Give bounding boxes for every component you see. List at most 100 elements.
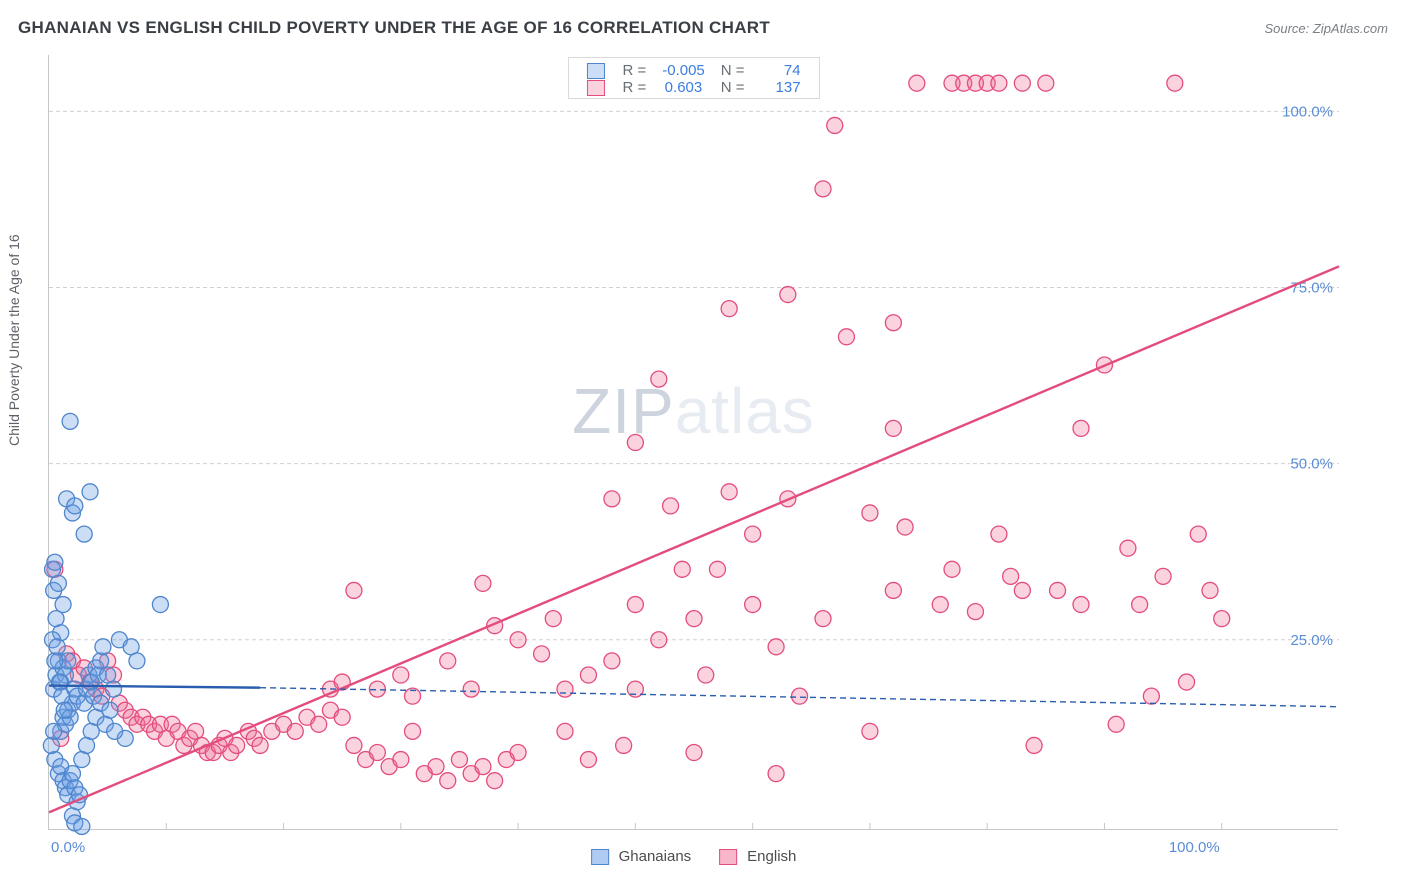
data-point — [862, 723, 878, 739]
data-point — [229, 737, 245, 753]
data-point — [991, 526, 1007, 542]
data-point — [510, 745, 526, 761]
data-point — [1214, 611, 1230, 627]
data-point — [82, 484, 98, 500]
data-point — [129, 653, 145, 669]
data-point — [534, 646, 550, 662]
data-point — [792, 688, 808, 704]
data-point — [663, 498, 679, 514]
data-point — [768, 766, 784, 782]
legend-item-english: English — [719, 848, 796, 865]
data-point — [334, 709, 350, 725]
data-point — [440, 653, 456, 669]
legend-row-english: R = 0.603 N = 137 — [578, 79, 808, 96]
data-point — [475, 575, 491, 591]
data-point — [557, 681, 573, 697]
plot-area: ZIPatlas R = -0.005 N = 74 R = 0.603 N =… — [48, 55, 1338, 830]
data-point — [604, 653, 620, 669]
data-point — [944, 561, 960, 577]
data-point — [885, 582, 901, 598]
n-value-ghanaians: 74 — [761, 62, 801, 79]
swatch-ghanaians — [586, 63, 604, 79]
data-point — [49, 639, 65, 655]
data-point — [827, 117, 843, 133]
x-tick-label: 0.0% — [51, 839, 85, 856]
data-point — [50, 575, 66, 591]
data-point — [1179, 674, 1195, 690]
data-point — [745, 526, 761, 542]
data-point — [909, 75, 925, 91]
data-point — [627, 435, 643, 451]
data-point — [580, 667, 596, 683]
data-point — [55, 597, 71, 613]
swatch-english — [586, 80, 604, 96]
data-point — [627, 597, 643, 613]
data-point — [440, 773, 456, 789]
n-value-english: 137 — [761, 79, 801, 96]
data-point — [46, 723, 62, 739]
data-point — [346, 582, 362, 598]
data-point — [287, 723, 303, 739]
data-point — [545, 611, 561, 627]
data-point — [651, 371, 667, 387]
data-point — [107, 723, 123, 739]
data-point — [1014, 75, 1030, 91]
data-point — [463, 681, 479, 697]
swatch-english-bottom — [719, 849, 737, 865]
data-point — [686, 745, 702, 761]
data-point — [252, 737, 268, 753]
data-point — [745, 597, 761, 613]
data-point — [651, 632, 667, 648]
data-point — [393, 667, 409, 683]
scatter-chart: 25.0%50.0%75.0%100.0%0.0%100.0% — [49, 55, 1338, 829]
data-point — [616, 737, 632, 753]
data-point — [780, 287, 796, 303]
data-point — [152, 597, 168, 613]
data-point — [1003, 568, 1019, 584]
data-point — [510, 632, 526, 648]
y-axis-label: Child Poverty Under the Age of 16 — [6, 234, 22, 446]
data-point — [95, 639, 111, 655]
data-point — [1038, 75, 1054, 91]
data-point — [862, 505, 878, 521]
data-point — [393, 752, 409, 768]
data-point — [43, 737, 59, 753]
data-point — [1155, 568, 1171, 584]
data-point — [311, 716, 327, 732]
data-point — [815, 611, 831, 627]
data-point — [885, 315, 901, 331]
data-point — [102, 702, 118, 718]
data-point — [768, 639, 784, 655]
data-point — [1190, 526, 1206, 542]
data-point — [428, 759, 444, 775]
data-point — [47, 653, 63, 669]
data-point — [346, 737, 362, 753]
data-point — [451, 752, 467, 768]
legend-item-ghanaians: Ghanaians — [591, 848, 692, 865]
swatch-ghanaians-bottom — [591, 849, 609, 865]
data-point — [74, 818, 90, 834]
data-point — [405, 723, 421, 739]
data-point — [991, 75, 1007, 91]
correlation-legend: R = -0.005 N = 74 R = 0.603 N = 137 — [567, 57, 819, 99]
data-point — [885, 420, 901, 436]
y-tick-label: 50.0% — [1290, 456, 1333, 473]
data-point — [1050, 582, 1066, 598]
r-value-english: 0.603 — [662, 79, 702, 96]
data-point — [47, 554, 63, 570]
data-point — [698, 667, 714, 683]
series-legend: Ghanaians English — [591, 848, 797, 865]
data-point — [815, 181, 831, 197]
y-tick-label: 100.0% — [1282, 103, 1333, 120]
data-point — [1132, 597, 1148, 613]
data-point — [487, 773, 503, 789]
data-point — [64, 766, 80, 782]
data-point — [52, 674, 68, 690]
data-point — [604, 491, 620, 507]
data-point — [1143, 688, 1159, 704]
data-point — [721, 484, 737, 500]
data-point — [1073, 597, 1089, 613]
data-point — [686, 611, 702, 627]
data-point — [67, 498, 83, 514]
legend-label-ghanaians: Ghanaians — [619, 848, 692, 865]
